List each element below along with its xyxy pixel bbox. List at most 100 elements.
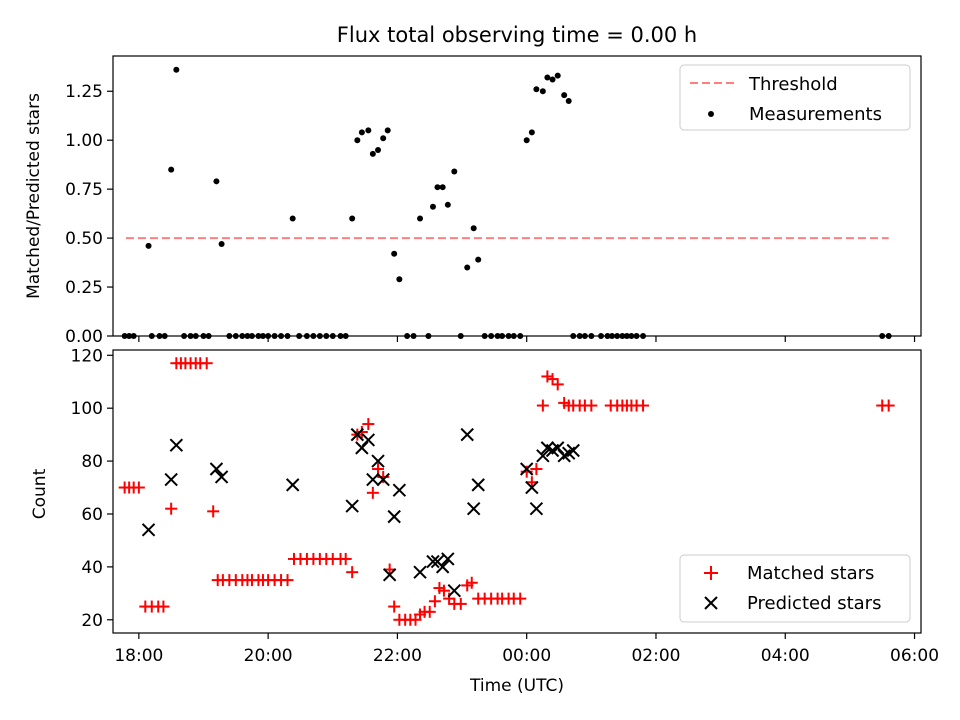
matched-star-point [551, 378, 564, 391]
bottom-y-tick-label: 20 [81, 611, 103, 631]
legend-threshold-label: Threshold [748, 74, 838, 95]
matched-star-point [454, 597, 467, 610]
legend-measurements-swatch [708, 111, 714, 117]
predicted-star-point [392, 483, 407, 497]
bottom-y-tick-label: 120 [71, 346, 103, 366]
matched-star-point [132, 481, 145, 494]
matched-star-point [339, 552, 352, 565]
measurement-point [561, 92, 568, 99]
measurement-point [528, 129, 535, 136]
measurement-point [417, 215, 424, 222]
measurement-point [533, 86, 540, 93]
matched-star-point [536, 399, 549, 412]
matched-star-point [388, 600, 401, 613]
matched-star-point [346, 566, 359, 579]
bottom-axes-frame [112, 349, 922, 634]
top-legend: Threshold Measurements [679, 64, 911, 131]
predicted-star-point [169, 438, 184, 452]
matched-star-point [355, 425, 368, 438]
predicted-star-point [345, 499, 359, 513]
predicted-star-point [371, 454, 385, 468]
count-panel: Count Time (UTC) 20 40 60 80 100 120 18:00 20:… [30, 346, 939, 696]
bottom-plot-area [118, 357, 895, 626]
measurement-point [168, 166, 175, 173]
matched-star-point [157, 600, 170, 613]
top-y-axis-label: Matched/Predicted stars [24, 93, 44, 299]
matched-star-point [366, 486, 379, 499]
legend-predicted-swatch [704, 596, 718, 610]
measurement-point [544, 74, 551, 81]
measurement-point [213, 178, 220, 185]
top-y-tick-label: 0.75 [65, 180, 103, 200]
bottom-x-ticks: 18:00 20:00 22:00 00:00 02:00 04:00 06:00 [114, 633, 939, 666]
top-legend-box [679, 64, 911, 131]
top-y-ticks: 0.00 0.25 0.50 0.75 1.00 1.25 [65, 82, 113, 347]
matched-star-point [200, 357, 213, 370]
matched-star-point [585, 399, 598, 412]
predicted-star-point [382, 568, 397, 582]
measurement-point [354, 137, 361, 144]
top-y-tick-label: 1.00 [65, 131, 103, 151]
measurement-point [384, 127, 391, 134]
predicted-star-point [214, 470, 229, 484]
bottom-y-tick-label: 40 [81, 558, 103, 578]
measurement-point [369, 150, 376, 157]
matched-star-point [882, 399, 895, 412]
measurement-point [391, 250, 398, 257]
matched-star-point [165, 502, 178, 515]
measurement-point [349, 215, 356, 222]
top-axes-frame [112, 55, 922, 337]
measurement-point [444, 201, 451, 208]
measurement-point [365, 127, 372, 134]
measurement-point [464, 264, 471, 271]
bottom-y-tick-label: 60 [81, 505, 103, 525]
top-y-tick-label: 0.50 [65, 229, 103, 249]
bottom-x-tick-label: 20:00 [244, 646, 293, 666]
top-y-tick-label: 0.25 [65, 278, 103, 298]
measurement-point [145, 242, 152, 249]
top-y-tick-label: 1.25 [65, 82, 103, 102]
measurement-point [380, 135, 387, 142]
matched-star-point [423, 605, 436, 618]
measurement-point [289, 215, 296, 222]
matched-star-point [520, 465, 533, 478]
matched-star-point [637, 399, 650, 412]
matched-star-point [546, 373, 559, 386]
legend-measurements-label: Measurements [749, 104, 882, 125]
bottom-y-tick-label: 80 [81, 452, 103, 472]
bottom-y-axis-label: Count [30, 468, 50, 519]
measurement-point [554, 72, 561, 79]
predicted-star-point [441, 552, 455, 566]
predicted-star-point [387, 509, 401, 524]
bottom-legend: Matched stars Predicted stars [679, 554, 911, 623]
predicted-star-point [209, 462, 224, 476]
matched-star-point [541, 370, 554, 383]
bottom-x-tick-label: 00:00 [502, 646, 551, 666]
bottom-x-tick-label: 06:00 [890, 646, 939, 666]
bottom-x-tick-label: 04:00 [761, 646, 810, 666]
bottom-legend-box [679, 554, 911, 623]
measurement-point [375, 146, 382, 153]
measurement-point [565, 98, 572, 105]
predicted-star-point [141, 523, 156, 537]
measurement-point [218, 240, 225, 247]
legend-matched-swatch [704, 566, 718, 580]
predicted-star-point [376, 472, 390, 487]
chart-title: Flux total observing time = 0.00 h [337, 23, 697, 47]
matched-star-point [530, 463, 543, 476]
bottom-x-tick-label: 02:00 [631, 646, 680, 666]
predicted-star-point [413, 565, 427, 579]
measurement-point [470, 225, 477, 232]
predicted-star-point [350, 427, 365, 442]
predicted-star-point [566, 443, 580, 458]
predicted-star-point [447, 583, 462, 598]
measurement-point [475, 256, 482, 263]
predicted-star-point [285, 478, 300, 492]
measurement-point [439, 184, 446, 191]
top-x-ticks [138, 336, 916, 342]
predicted-star-point [460, 427, 474, 442]
legend-predicted-label: Predicted stars [747, 593, 881, 614]
predicted-star-point [536, 449, 550, 463]
matched-star-point [281, 574, 294, 587]
